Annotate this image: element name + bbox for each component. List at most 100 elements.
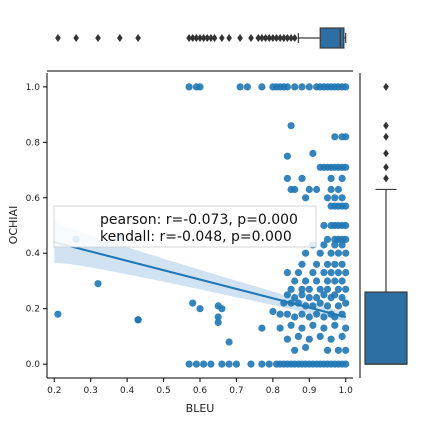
top-outlier-marker <box>200 34 207 42</box>
scatter-point <box>258 360 266 368</box>
scatter-point <box>331 241 339 249</box>
scatter-point <box>298 324 306 332</box>
scatter-point <box>334 185 342 194</box>
scatter-point <box>320 313 328 321</box>
scatter-point <box>323 285 332 293</box>
x-tick-label: 0.7 <box>229 386 243 396</box>
scatter-point <box>192 360 200 368</box>
regression-line <box>54 241 346 318</box>
scatter-point <box>323 302 332 310</box>
scatter-point <box>305 83 313 91</box>
scatter-point <box>305 285 313 293</box>
scatter-point <box>316 285 324 293</box>
x-tick-label: 1.0 <box>339 386 354 396</box>
top-outlier-marker <box>226 34 232 42</box>
scatter-point <box>327 249 335 257</box>
scatter-point <box>291 313 299 321</box>
scatter-point <box>309 149 317 157</box>
scatter-point <box>294 269 302 277</box>
scatter-point <box>283 310 291 318</box>
scatter-point <box>334 249 342 257</box>
y-tick-label: 0.6 <box>26 194 41 204</box>
scatter-point <box>342 324 350 332</box>
scatter-point <box>338 294 346 302</box>
scatter-point <box>207 360 215 368</box>
top-outlier-marker <box>219 34 225 42</box>
scatter-point <box>309 321 317 329</box>
scatter-point <box>291 277 299 285</box>
top-outlier-marker <box>284 34 291 42</box>
scatter-point <box>305 335 313 343</box>
scatter-point <box>287 321 295 329</box>
scatter-point <box>94 280 102 288</box>
top-outlier-marker <box>135 34 141 42</box>
x-tick-label: 0.5 <box>156 386 170 396</box>
top-outlier-marker <box>204 34 211 42</box>
scatter-point <box>331 291 339 299</box>
scatter-point <box>305 294 313 302</box>
y-tick-label: 1.0 <box>26 83 41 93</box>
scatter-point <box>218 305 226 313</box>
top-outlier-marker <box>197 34 203 42</box>
scatter-point <box>338 241 346 249</box>
scatter-point <box>287 122 295 130</box>
scatter-point <box>298 285 306 293</box>
scatter-point <box>134 316 142 324</box>
scatter-point <box>283 174 291 182</box>
scatter-point <box>232 360 240 368</box>
scatter-point <box>298 260 306 268</box>
scatter-point <box>331 133 339 141</box>
top-outlier-marker <box>291 34 298 42</box>
scatter-point <box>342 269 350 277</box>
scatter-point <box>327 174 335 182</box>
scatter-point <box>342 285 350 293</box>
y-tick-label: 0.0 <box>26 360 41 370</box>
scatter-point <box>258 83 266 91</box>
right-marginal-boxplot <box>364 82 408 365</box>
x-axis-title: BLEU <box>186 402 215 415</box>
scatter-point <box>320 324 328 332</box>
scatter-point <box>185 83 193 91</box>
scatter-point <box>276 324 284 332</box>
scatter-point <box>338 194 346 202</box>
top-outlier-marker <box>262 34 269 42</box>
y-tick-label: 0.2 <box>26 305 40 315</box>
confidence-band <box>54 221 346 322</box>
scatter-point <box>331 321 339 329</box>
scatter-point <box>342 163 350 171</box>
scatter-point <box>331 194 339 202</box>
scatter-point <box>302 194 310 202</box>
scatter-point <box>331 260 339 268</box>
scatter-point <box>189 299 197 307</box>
scatter-point <box>276 310 284 318</box>
right-outlier-marker <box>383 121 389 130</box>
top-outlier-marker <box>259 34 265 42</box>
scatter-point <box>338 277 346 285</box>
x-tick-label: 0.4 <box>120 386 135 396</box>
scatter-point <box>298 83 306 91</box>
scatter-point <box>334 269 342 277</box>
scatter-point <box>334 285 342 293</box>
top-outlier-marker <box>273 34 280 42</box>
scatter-point <box>342 83 350 91</box>
scatter-point <box>323 235 332 243</box>
scatter-point <box>316 299 324 307</box>
scatter-point <box>313 260 321 268</box>
scatter-point <box>342 235 350 243</box>
x-tick-label: 0.2 <box>47 386 61 396</box>
scatter-point <box>287 285 295 293</box>
right-outlier-marker <box>383 174 389 183</box>
scatter-point <box>291 294 299 302</box>
scatter-point <box>327 185 335 194</box>
scatter-point <box>283 335 291 343</box>
scatter-point <box>302 249 310 257</box>
top-outlier-marker <box>277 34 283 42</box>
scatter-point <box>342 299 350 307</box>
scatter-point <box>236 83 244 91</box>
scatter-point <box>196 305 204 313</box>
scatter-point <box>214 313 222 321</box>
scatter-point <box>185 360 193 368</box>
scatter-point <box>54 310 62 318</box>
top-outlier-marker <box>211 34 218 42</box>
